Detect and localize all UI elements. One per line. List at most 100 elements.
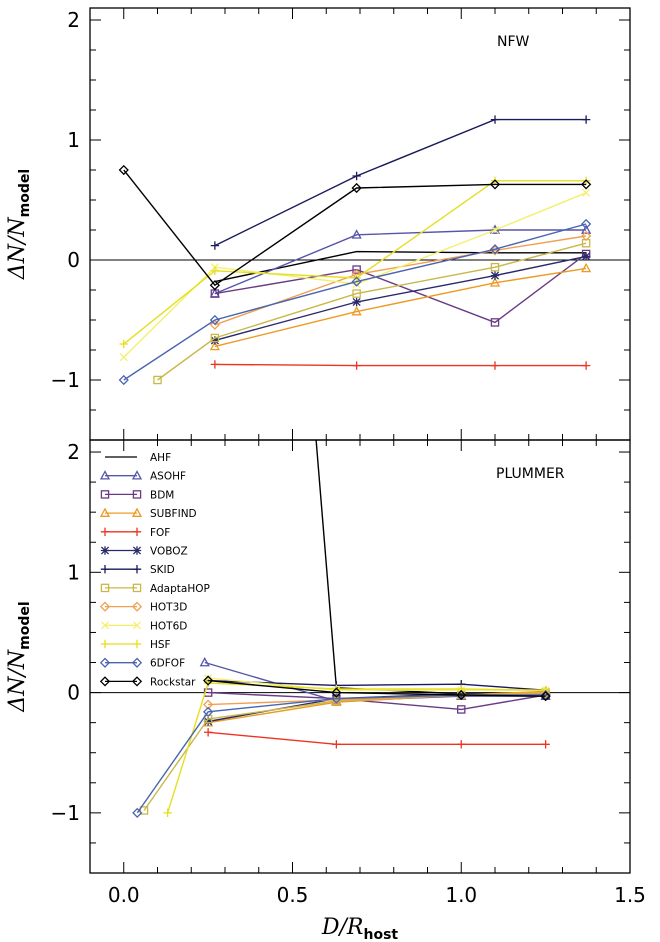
legend-label: HSF bbox=[150, 639, 171, 651]
line-fof bbox=[214, 363, 587, 367]
legend-marker bbox=[131, 470, 143, 480]
point-rockstar bbox=[489, 179, 501, 190]
point-hsf bbox=[203, 678, 213, 688]
point-asohf bbox=[199, 656, 210, 667]
point-6dfof bbox=[132, 807, 143, 818]
point-6dfof bbox=[209, 314, 220, 326]
series-adaptahop bbox=[139, 688, 550, 815]
point-6dfof bbox=[331, 693, 342, 704]
x-axis-label: D/Rhost bbox=[321, 915, 399, 942]
legend-marker bbox=[100, 490, 110, 499]
series-adaptahop bbox=[153, 238, 591, 385]
point-fof bbox=[457, 740, 466, 749]
point-asohf bbox=[351, 229, 362, 239]
series-6dfof bbox=[132, 689, 551, 818]
legend-label: BDM bbox=[150, 489, 174, 501]
point-fof bbox=[352, 361, 361, 370]
point-rockstar bbox=[209, 280, 220, 291]
legend-label: HOT6D bbox=[150, 620, 187, 632]
point-6dfof bbox=[489, 244, 501, 255]
legend-marker bbox=[132, 527, 142, 536]
x-tick-label: 1.5 bbox=[614, 883, 646, 907]
panel-title: NFW bbox=[497, 34, 530, 50]
point-adaptahop bbox=[352, 289, 361, 298]
point-adaptahop bbox=[490, 262, 500, 272]
point-rockstar bbox=[581, 179, 592, 190]
point-hot6d bbox=[119, 353, 128, 362]
legend-marker bbox=[100, 583, 110, 593]
legend-marker bbox=[132, 546, 142, 555]
legend-label: SUBFIND bbox=[150, 508, 197, 520]
legend-item-rockstar: Rockstar bbox=[99, 676, 196, 688]
point-rockstar bbox=[351, 182, 362, 194]
legend-label: SKID bbox=[150, 564, 175, 576]
legend-item-asohf: ASOHF bbox=[99, 470, 186, 483]
y-axis-label: ΔN/Nmodel bbox=[5, 601, 33, 712]
point-asohf bbox=[581, 224, 592, 234]
point-fof bbox=[210, 360, 220, 369]
legend-marker bbox=[131, 657, 143, 668]
point-hsf bbox=[457, 684, 466, 694]
point-subfind bbox=[489, 277, 501, 287]
legend-label: ASOHF bbox=[150, 471, 186, 483]
series-fof bbox=[210, 360, 591, 370]
point-hsf bbox=[119, 339, 128, 349]
line-bdm bbox=[214, 253, 587, 324]
point-hsf bbox=[210, 266, 220, 275]
series-group bbox=[132, 440, 551, 818]
series-fof bbox=[203, 728, 550, 749]
point-fof bbox=[203, 728, 213, 737]
line-hsf bbox=[166, 682, 546, 814]
line-bdm bbox=[208, 691, 546, 711]
point-subfind bbox=[209, 340, 220, 351]
point-fof bbox=[332, 740, 341, 749]
point-adaptahop bbox=[139, 806, 149, 815]
line-asohf bbox=[214, 229, 587, 295]
series-rockstar bbox=[203, 675, 551, 702]
series-rockstar bbox=[118, 164, 592, 291]
series-6dfof bbox=[118, 218, 592, 386]
line-voboz bbox=[214, 255, 587, 342]
point-voboz bbox=[490, 271, 500, 280]
line-subfind bbox=[214, 267, 587, 348]
x-tick-label: 1.0 bbox=[445, 883, 477, 907]
point-rockstar bbox=[203, 675, 214, 686]
legend-label: FOF bbox=[150, 527, 170, 539]
y-tick-label: 0 bbox=[67, 248, 80, 272]
legend-marker bbox=[99, 507, 111, 517]
panel-0-nfw: 2 1 0 −1 ΔN/Nmodel NFW bbox=[5, 7, 631, 441]
legend-marker bbox=[132, 565, 142, 574]
legend-marker bbox=[100, 639, 110, 649]
x-tick-label: 0.5 bbox=[277, 883, 309, 907]
line-rockstar bbox=[208, 679, 546, 697]
line-skid bbox=[214, 118, 587, 247]
legend-item-hot3d: HOT3D bbox=[99, 601, 187, 614]
legend-marker bbox=[100, 565, 110, 574]
legend-item-skid: SKID bbox=[100, 564, 175, 576]
legend-label: AdaptaHOP bbox=[150, 583, 210, 595]
point-hot3d bbox=[209, 319, 220, 330]
point-hsf bbox=[163, 808, 172, 818]
legend-marker bbox=[131, 601, 143, 612]
legend-item-voboz: VOBOZ bbox=[100, 546, 188, 558]
line-hsf bbox=[123, 180, 587, 345]
point-6dfof bbox=[540, 689, 551, 701]
y-tick-label: 1 bbox=[67, 560, 80, 584]
point-voboz bbox=[457, 689, 466, 698]
point-voboz bbox=[352, 297, 361, 307]
line-ahf bbox=[214, 250, 587, 283]
line-adaptahop bbox=[143, 691, 546, 811]
legend-marker bbox=[132, 621, 142, 630]
panel-1-plummer: 2 1 0 −1 ΔN/Nmodel PLUMMER bbox=[5, 439, 631, 874]
y-tick-label: −1 bbox=[51, 801, 80, 825]
point-6dfof bbox=[203, 706, 214, 717]
series-subfind bbox=[209, 262, 592, 351]
line-hot3d bbox=[214, 235, 587, 326]
point-6dfof bbox=[118, 374, 129, 386]
legend-label: Rockstar bbox=[150, 676, 196, 688]
point-adaptahop bbox=[153, 375, 162, 385]
point-skid bbox=[352, 171, 361, 181]
legend-item-hot6d: HOT6D bbox=[100, 620, 187, 632]
legend-item-ahf: AHF bbox=[105, 452, 171, 464]
